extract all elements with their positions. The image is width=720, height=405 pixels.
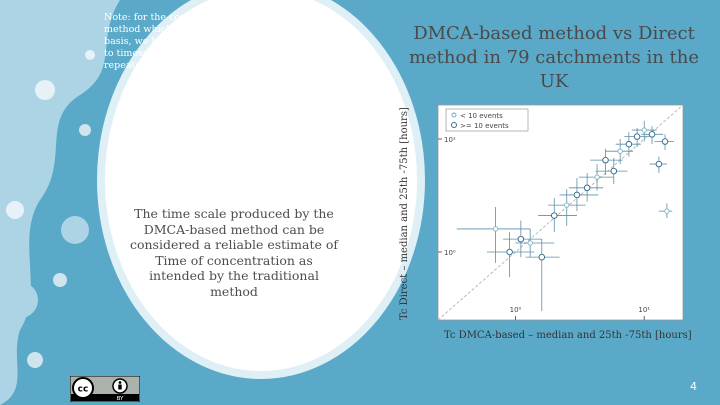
point-marker xyxy=(617,148,623,154)
data-points xyxy=(456,120,674,312)
y-tick-label: 10¹ xyxy=(444,136,456,144)
point-marker xyxy=(551,212,558,219)
point-marker xyxy=(661,138,669,145)
data-point xyxy=(515,228,555,258)
data-point xyxy=(503,220,542,258)
point-marker xyxy=(538,253,546,261)
data-point xyxy=(590,148,623,176)
point-marker xyxy=(492,226,499,232)
cc-icon xyxy=(72,377,94,399)
page-number: 4 xyxy=(690,380,697,393)
data-point xyxy=(631,120,657,142)
point-marker xyxy=(517,235,525,243)
scatter-plot: 10⁰ 10¹ 10¹ 10⁰ < 10 events >= 10 events xyxy=(437,104,684,321)
x-tick-label: 10¹ xyxy=(638,306,650,314)
point-marker xyxy=(564,202,570,208)
point-marker xyxy=(583,184,591,192)
legend-label-large: >= 10 events xyxy=(460,122,509,130)
point-marker xyxy=(594,174,600,180)
legend-label-small: < 10 events xyxy=(460,112,503,120)
data-point xyxy=(624,128,650,147)
data-point xyxy=(595,157,628,184)
data-point xyxy=(649,156,667,174)
point-marker xyxy=(527,240,533,246)
data-point xyxy=(641,126,664,145)
cc-by-license-badge: cc BY xyxy=(70,376,140,402)
y-axis-label: Tc Direct – median and 25th -75th [hours… xyxy=(399,107,410,320)
white-circle xyxy=(97,0,425,379)
x-ticks: 10⁰ 10¹ xyxy=(510,306,650,320)
point-marker xyxy=(602,156,609,164)
x-axis-label: Tc DMCA-based – median and 25th -75th [h… xyxy=(444,330,692,341)
legend: < 10 events >= 10 events xyxy=(445,108,529,132)
point-marker xyxy=(506,248,513,256)
data-point xyxy=(525,239,560,312)
reference-line xyxy=(437,104,684,321)
y-ticks: 10¹ 10⁰ xyxy=(438,136,456,257)
legend-box xyxy=(445,108,529,132)
data-point xyxy=(605,139,634,165)
data-point xyxy=(538,198,577,233)
point-marker xyxy=(633,133,641,140)
data-point xyxy=(654,134,674,150)
data-point xyxy=(658,203,673,218)
point-marker xyxy=(664,208,670,214)
data-point xyxy=(568,173,604,202)
point-marker xyxy=(648,131,656,138)
point-marker xyxy=(655,160,663,168)
point-marker xyxy=(625,140,633,148)
by-icon-label: BY xyxy=(117,396,124,402)
data-point xyxy=(559,178,599,212)
data-point xyxy=(456,207,531,263)
slide-title: DMCA-based method vs Direct method in 79… xyxy=(408,23,700,92)
data-point xyxy=(615,132,641,157)
data-point xyxy=(578,164,614,191)
legend-marker-small xyxy=(451,112,457,118)
method-note: Note: for the comparison with the Direct… xyxy=(104,12,337,71)
point-marker xyxy=(610,167,618,175)
conclusion-text: The time scale produced by the DMCA-base… xyxy=(129,206,339,299)
x-tick-label: 10⁰ xyxy=(510,306,522,314)
cc-icon-label: cc xyxy=(78,385,89,395)
y-tick-label: 10⁰ xyxy=(444,249,456,257)
data-point xyxy=(486,232,535,278)
legend-marker-large xyxy=(451,122,457,128)
point-marker xyxy=(573,191,581,199)
point-marker xyxy=(641,127,647,133)
